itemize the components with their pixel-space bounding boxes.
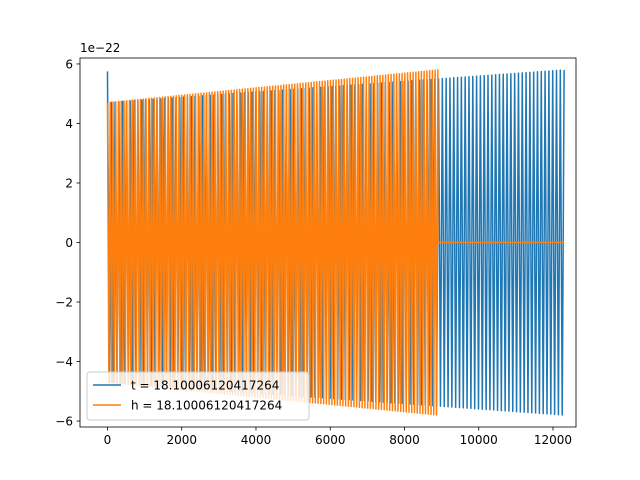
x-tick-label: 12000	[534, 433, 572, 447]
y-tick-label: −6	[55, 415, 73, 429]
legend: t = 18.10006120417264 h = 18.100061204172…	[86, 371, 310, 421]
y-tick-label: −4	[55, 355, 73, 369]
legend-label-1: h = 18.10006120417264	[131, 399, 282, 413]
x-tick-label: 0	[104, 433, 112, 447]
x-tick-label: 4000	[241, 433, 272, 447]
y-axis: −6 −4 −2 0 2 4 6	[55, 57, 80, 429]
y-tick-label: 6	[65, 57, 73, 71]
y-tick-label: 0	[65, 236, 73, 250]
legend-label-0: t = 18.10006120417264	[131, 379, 279, 393]
x-tick-label: 2000	[166, 433, 197, 447]
x-tick-label: 10000	[460, 433, 498, 447]
y-offset-text: 1e−22	[80, 41, 120, 55]
x-tick-label: 6000	[315, 433, 346, 447]
y-tick-label: 2	[65, 176, 73, 190]
x-axis: 0 2000 4000 6000 8000 10000 12000	[104, 427, 572, 447]
y-tick-label: −2	[55, 296, 73, 310]
x-tick-label: 8000	[389, 433, 420, 447]
legend-box	[86, 371, 310, 421]
y-tick-label: 4	[65, 117, 73, 131]
